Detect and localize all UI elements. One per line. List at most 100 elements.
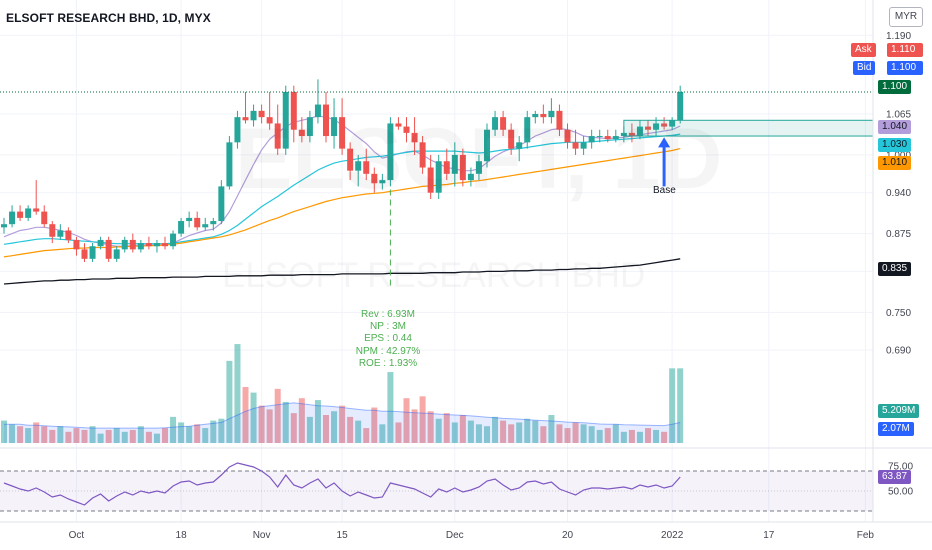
- volume-bar: [379, 424, 386, 443]
- candle-body: [508, 129, 515, 149]
- candle-body: [661, 123, 668, 127]
- volume-bar: [669, 368, 676, 443]
- candle: [218, 180, 225, 225]
- candle-body: [81, 249, 88, 259]
- candle-body: [49, 224, 56, 237]
- volume-bar: [540, 426, 547, 443]
- ma-fast-tag: 1.040: [878, 120, 912, 134]
- candle: [121, 236, 128, 253]
- rsi-line: [3, 462, 681, 506]
- volume-ma-fill: [4, 402, 681, 443]
- candle: [580, 136, 587, 155]
- volume-bar: [572, 422, 579, 443]
- time-tick-label: 20: [562, 530, 574, 541]
- candle: [306, 110, 313, 143]
- volume-bar: [435, 418, 442, 443]
- candle-body: [258, 110, 265, 118]
- candle-body: [202, 224, 209, 228]
- volume-bar: [516, 422, 523, 443]
- candle: [258, 104, 265, 124]
- candle: [331, 98, 338, 149]
- candle: [645, 120, 651, 137]
- candle: [162, 236, 168, 250]
- candle: [25, 205, 32, 222]
- volume-bar: [419, 396, 426, 443]
- volume-bar: [645, 428, 651, 443]
- candle-body: [484, 129, 490, 162]
- volume-bar: [604, 428, 611, 443]
- volume-bar: [153, 433, 160, 443]
- candle: [153, 239, 160, 253]
- candle-body: [306, 117, 313, 137]
- candle-body: [516, 142, 523, 149]
- candle-body: [669, 120, 676, 127]
- volume-bar: [49, 429, 56, 443]
- volume-bar: [451, 422, 458, 443]
- candle-body: [25, 208, 32, 218]
- volume-bar: [347, 416, 354, 443]
- volume-bar: [467, 420, 474, 443]
- annotation-eps: EPS : 0.44: [364, 333, 412, 345]
- volume-bar: [580, 424, 587, 443]
- volume-bar: [306, 416, 313, 443]
- candle-body: [323, 104, 329, 137]
- annotation-roe: ROE : 1.93%: [358, 357, 418, 369]
- volume-bar: [89, 426, 96, 443]
- candlesticks: [1, 79, 684, 262]
- candle-body: [234, 117, 241, 143]
- candle: [492, 110, 499, 137]
- candle: [379, 173, 386, 190]
- candle: [484, 123, 490, 168]
- volume-bar: [242, 387, 249, 443]
- volume-bar: [427, 411, 434, 443]
- chart-title[interactable]: ELSOFT RESEARCH BHD, 1D, MYX: [6, 11, 211, 25]
- candle-body: [612, 136, 619, 140]
- candle-body: [435, 161, 442, 193]
- candle: [564, 123, 571, 149]
- candle-body: [596, 136, 603, 138]
- candle-body: [17, 211, 24, 218]
- candle: [242, 91, 249, 124]
- volume-bar: [298, 398, 305, 443]
- price-tick-label: 1.190: [886, 31, 911, 42]
- candle: [443, 148, 450, 181]
- volume-bar: [145, 431, 152, 443]
- volume-bar: [210, 420, 217, 443]
- candle: [435, 154, 442, 199]
- candle: [508, 123, 515, 155]
- ma-mid-tag: 1.030: [878, 138, 912, 152]
- candle-body: [548, 110, 555, 118]
- candle-body: [475, 161, 482, 174]
- volume-bar: [653, 429, 660, 443]
- volume-bar: [73, 428, 80, 443]
- candle-body: [564, 129, 571, 143]
- price-tick-label: 0.690: [886, 346, 911, 357]
- volume-bar: [178, 422, 185, 443]
- candle-body: [137, 243, 144, 250]
- candle: [403, 117, 410, 143]
- price-tick-label: 0.940: [886, 188, 911, 199]
- time-tick-label: Oct: [69, 530, 85, 541]
- candle-body: [628, 132, 635, 137]
- candle: [612, 129, 619, 143]
- currency-badge[interactable]: MYR: [889, 7, 923, 27]
- candle: [33, 180, 40, 215]
- volume-ma-line: [4, 402, 681, 429]
- candle-body: [113, 249, 120, 259]
- candle: [49, 221, 56, 244]
- volume-bar: [524, 418, 531, 443]
- last-price-tag: 1.100: [878, 80, 912, 94]
- volume-bar: [411, 409, 418, 443]
- candle-body: [572, 142, 579, 149]
- candle: [500, 110, 507, 137]
- candle: [548, 98, 555, 124]
- volume-bar: [121, 431, 128, 443]
- candle: [17, 205, 24, 222]
- volume-bar: [9, 424, 16, 443]
- candle: [596, 129, 603, 143]
- candle: [65, 227, 72, 244]
- candle: [105, 236, 112, 262]
- volume-bar: [25, 428, 32, 443]
- candle: [97, 236, 104, 250]
